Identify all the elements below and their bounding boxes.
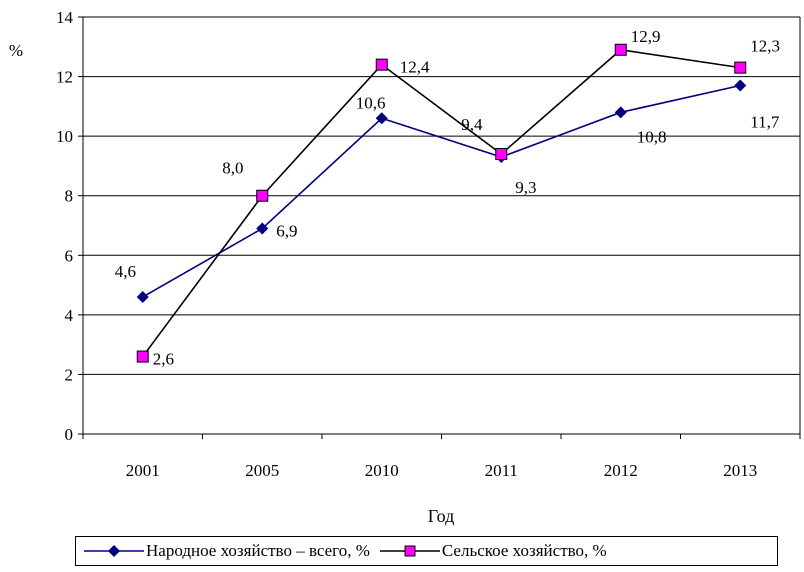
series-1-point (256, 222, 269, 235)
series-1-point (136, 290, 149, 303)
data-label: 12,3 (750, 37, 780, 56)
data-label: 12,4 (400, 58, 430, 77)
x-tick-labels: 2001 2005 2010 2011 2012 2013 (126, 461, 758, 480)
x-tick-label: 2011 (485, 461, 518, 480)
x-tick-label: 2013 (723, 461, 757, 480)
x-axis-label: Год (428, 506, 454, 526)
series-2-point (614, 43, 627, 56)
data-labels: 4,6 6,9 10,6 9,3 10,8 11,7 2,6 8,0 12,4 9,4 12,9 12… (115, 27, 780, 369)
series-1-point (614, 106, 627, 119)
data-label: 10,6 (356, 93, 386, 112)
data-label: 12,9 (631, 27, 661, 46)
axes (78, 16, 801, 439)
series-2-point (375, 58, 388, 71)
series-line-2 (142, 48, 741, 358)
legend-item-series-2: Сельское хозяйство, % (379, 541, 607, 561)
gridlines (83, 16, 800, 375)
data-label: 4,6 (115, 262, 136, 281)
y-axis-label: % (9, 41, 23, 60)
x-tick-label: 2005 (245, 461, 279, 480)
x-tick-label: 2001 (126, 461, 160, 480)
line-chart: 0 2 4 6 8 10 12 14 2001 2005 2010 2011 2012 2013 % Г… (9, 8, 801, 526)
legend-square-marker-icon (379, 545, 440, 557)
series-2-point (256, 189, 269, 202)
y-tick-label: 2 (65, 365, 74, 384)
y-tick-label: 10 (56, 127, 73, 146)
data-label: 9,4 (461, 115, 483, 134)
series-group (136, 43, 747, 363)
y-tick-label: 0 (65, 425, 74, 444)
data-label: 11,7 (750, 113, 780, 132)
legend-label-series-1: Народное хозяйство – всего, % (146, 541, 370, 560)
series-2-point (136, 350, 149, 363)
x-tick-label: 2010 (365, 461, 399, 480)
data-label: 6,9 (276, 221, 297, 240)
series-2-point (734, 61, 747, 74)
y-tick-label: 12 (56, 68, 73, 87)
data-label: 9,3 (515, 178, 536, 197)
y-tick-label: 4 (65, 306, 74, 325)
y-tick-labels: 0 2 4 6 8 10 12 14 (56, 8, 74, 444)
legend-diamond-marker-icon (84, 545, 144, 557)
y-tick-label: 14 (56, 8, 74, 27)
series-1-point (734, 79, 747, 92)
y-tick-label: 6 (65, 246, 74, 265)
series-line-1 (142, 84, 741, 298)
series-1-point (375, 112, 388, 125)
data-label: 8,0 (222, 159, 243, 178)
data-label: 2,6 (153, 350, 174, 369)
x-tick-label: 2012 (604, 461, 638, 480)
legend-item-series-1: Народное хозяйство – всего, % (84, 541, 370, 561)
legend-label-series-2: Сельское хозяйство, % (441, 541, 607, 560)
data-label: 10,8 (637, 127, 667, 146)
legend: Народное хозяйство – всего, % Сельское х… (75, 536, 778, 566)
series-2-point (495, 148, 508, 161)
y-tick-label: 8 (65, 187, 74, 206)
